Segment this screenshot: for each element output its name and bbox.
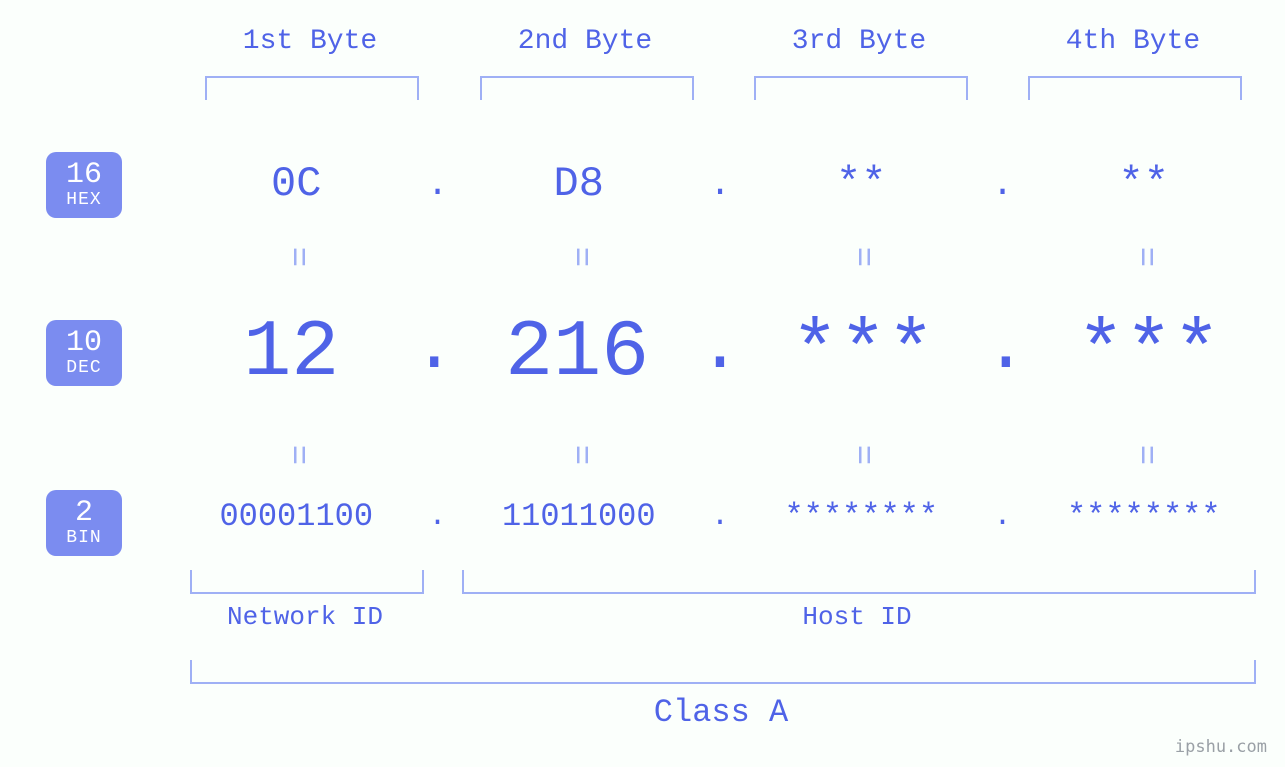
- equals-icon: =: [1125, 445, 1163, 465]
- byte-label-1: 1st Byte: [235, 26, 385, 57]
- badge-num-bin: 2: [46, 498, 122, 530]
- badge-num-hex: 16: [46, 160, 122, 192]
- ip-diagram: 1st Byte 2nd Byte 3rd Byte 4th Byte 16 H…: [0, 0, 1285, 767]
- dot-icon: .: [984, 307, 1027, 389]
- top-bracket-1: [205, 76, 419, 100]
- equals-icon: =: [560, 247, 598, 267]
- hex-row: 0C . D8 . ** . **: [170, 160, 1270, 208]
- hex-byte-1: 0C: [170, 160, 423, 208]
- hex-byte-4: **: [1018, 160, 1271, 208]
- bin-byte-3: ********: [735, 498, 988, 535]
- hex-byte-3: **: [735, 160, 988, 208]
- badge-txt-hex: HEX: [46, 191, 122, 210]
- equals-icon: =: [277, 445, 315, 465]
- dec-byte-4: ***: [1027, 308, 1270, 399]
- dec-byte-3: ***: [742, 308, 985, 399]
- hex-byte-2: D8: [453, 160, 706, 208]
- dot-icon: .: [698, 307, 741, 389]
- class-label: Class A: [190, 694, 1252, 731]
- dot-icon: .: [423, 500, 453, 534]
- top-bracket-3: [754, 76, 968, 100]
- host-id-label: Host ID: [462, 602, 1252, 632]
- base-badge-hex: 16 HEX: [46, 152, 122, 218]
- network-id-label: Network ID: [190, 602, 420, 632]
- host-id-bracket: [462, 570, 1256, 594]
- dec-byte-1: 12: [170, 308, 413, 399]
- equals-icon: =: [560, 445, 598, 465]
- badge-txt-bin: BIN: [46, 529, 122, 548]
- dec-row: 12 . 216 . *** . ***: [170, 308, 1270, 399]
- network-id-bracket: [190, 570, 424, 594]
- watermark: ipshu.com: [1175, 737, 1267, 757]
- base-badge-bin: 2 BIN: [46, 490, 122, 556]
- dot-icon: .: [413, 307, 456, 389]
- equals-row-1: = . = . = . =: [170, 238, 1270, 276]
- class-bracket: [190, 660, 1256, 684]
- bin-row: 00001100 . 11011000 . ******** . *******…: [170, 498, 1270, 535]
- dot-icon: .: [988, 164, 1018, 205]
- dot-icon: .: [705, 500, 735, 534]
- top-bracket-4: [1028, 76, 1242, 100]
- badge-num-dec: 10: [46, 328, 122, 360]
- byte-label-3: 3rd Byte: [784, 26, 934, 57]
- bin-byte-2: 11011000: [453, 498, 706, 535]
- base-badge-dec: 10 DEC: [46, 320, 122, 386]
- dec-byte-2: 216: [456, 308, 699, 399]
- byte-label-2: 2nd Byte: [510, 26, 660, 57]
- equals-icon: =: [842, 445, 880, 465]
- dot-icon: .: [705, 164, 735, 205]
- equals-icon: =: [1125, 247, 1163, 267]
- bin-byte-1: 00001100: [170, 498, 423, 535]
- equals-row-2: = . = . = . =: [170, 436, 1270, 474]
- dot-icon: .: [988, 500, 1018, 534]
- bin-byte-4: ********: [1018, 498, 1271, 535]
- byte-label-4: 4th Byte: [1058, 26, 1208, 57]
- top-bracket-2: [480, 76, 694, 100]
- dot-icon: .: [423, 164, 453, 205]
- equals-icon: =: [842, 247, 880, 267]
- badge-txt-dec: DEC: [46, 359, 122, 378]
- equals-icon: =: [277, 247, 315, 267]
